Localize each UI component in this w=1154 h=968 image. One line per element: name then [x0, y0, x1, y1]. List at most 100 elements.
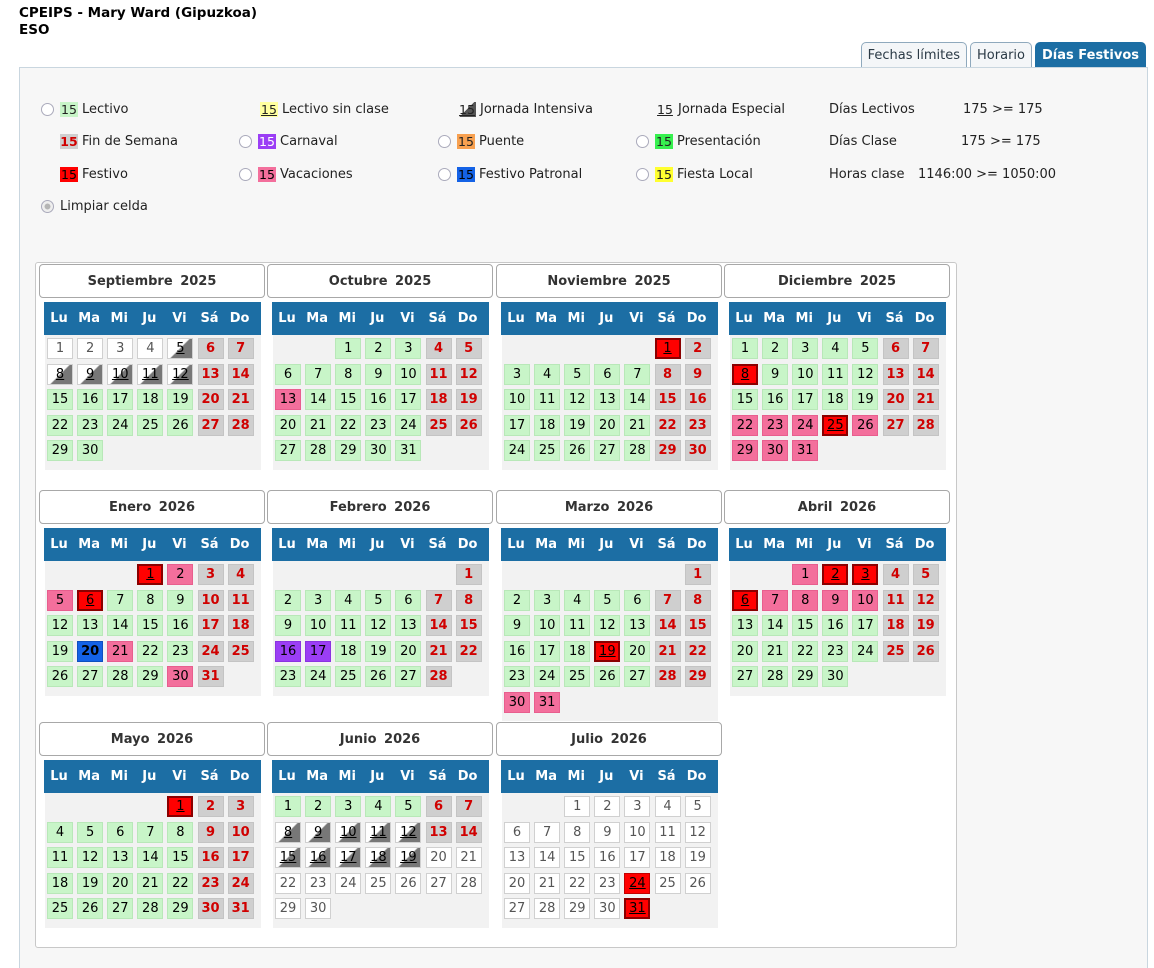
day-cell[interactable]: 13: [594, 389, 621, 410]
day-cell[interactable]: 18: [534, 414, 561, 436]
day-cell[interactable]: 13: [395, 615, 422, 636]
day-cell[interactable]: 9: [77, 363, 104, 385]
day-cell[interactable]: 28: [305, 440, 332, 461]
day-cell[interactable]: 13: [732, 615, 759, 636]
day-cell[interactable]: 18: [335, 640, 362, 662]
day-cell[interactable]: 1: [335, 338, 362, 359]
legend-fin-de-semana[interactable]: 15 Fin de Semana: [60, 134, 178, 149]
day-cell[interactable]: 7: [624, 363, 651, 385]
day-cell[interactable]: 27: [504, 898, 531, 919]
day-cell[interactable]: 29: [792, 666, 819, 687]
day-cell[interactable]: 15: [275, 847, 302, 868]
day-cell[interactable]: 14: [227, 363, 254, 385]
day-cell[interactable]: 22: [732, 414, 759, 436]
day-cell[interactable]: 5: [77, 821, 104, 843]
day-cell[interactable]: 10: [197, 589, 224, 611]
day-cell[interactable]: 17: [197, 615, 224, 636]
day-cell[interactable]: 25: [365, 872, 392, 894]
day-cell[interactable]: 11: [365, 821, 392, 843]
day-cell[interactable]: 13: [77, 615, 104, 636]
day-cell[interactable]: 24: [504, 440, 531, 461]
day-cell[interactable]: 26: [912, 640, 939, 662]
day-cell[interactable]: 15: [732, 389, 759, 410]
legend-fiesta-local[interactable]: 15 Fiesta Local: [636, 167, 753, 182]
day-cell[interactable]: 22: [564, 872, 591, 894]
day-cell[interactable]: 8: [564, 821, 591, 843]
day-cell[interactable]: 7: [305, 363, 332, 385]
day-cell[interactable]: 19: [47, 640, 74, 662]
day-cell[interactable]: 14: [624, 389, 651, 410]
day-cell[interactable]: 25: [882, 640, 909, 662]
day-cell[interactable]: 17: [624, 847, 651, 868]
radio-icon[interactable]: [41, 103, 54, 116]
legend-festivo[interactable]: 15 Festivo: [60, 167, 128, 182]
day-cell[interactable]: 19: [852, 389, 879, 410]
day-cell[interactable]: 7: [227, 338, 254, 359]
day-cell[interactable]: 17: [504, 414, 531, 436]
day-cell[interactable]: 4: [654, 796, 681, 817]
day-cell[interactable]: 1: [167, 796, 194, 817]
day-cell[interactable]: 23: [365, 414, 392, 436]
day-cell[interactable]: 16: [504, 640, 531, 662]
day-cell[interactable]: 31: [227, 898, 254, 919]
day-cell[interactable]: 11: [137, 363, 164, 385]
day-cell[interactable]: 12: [684, 821, 711, 843]
day-cell[interactable]: 18: [365, 847, 392, 868]
day-cell[interactable]: 12: [395, 821, 422, 843]
day-cell[interactable]: 28: [107, 666, 134, 687]
day-cell[interactable]: 13: [425, 821, 452, 843]
day-cell[interactable]: 26: [77, 898, 104, 919]
day-cell[interactable]: 21: [425, 640, 452, 662]
day-cell[interactable]: 11: [882, 589, 909, 611]
day-cell[interactable]: 29: [137, 666, 164, 687]
day-cell[interactable]: 27: [882, 414, 909, 436]
day-cell[interactable]: 27: [275, 440, 302, 461]
day-cell[interactable]: 17: [107, 389, 134, 410]
day-cell[interactable]: 14: [534, 847, 561, 868]
legend-jornada-intensiva[interactable]: 15 Jornada Intensiva: [458, 102, 593, 117]
day-cell[interactable]: 30: [365, 440, 392, 461]
day-cell[interactable]: 20: [275, 414, 302, 436]
day-cell[interactable]: 14: [137, 847, 164, 868]
day-cell[interactable]: 1: [792, 564, 819, 585]
day-cell[interactable]: 6: [594, 363, 621, 385]
day-cell[interactable]: 3: [305, 589, 332, 611]
day-cell[interactable]: 25: [47, 898, 74, 919]
day-cell[interactable]: 21: [227, 389, 254, 410]
day-cell[interactable]: 2: [684, 338, 711, 359]
day-cell[interactable]: 5: [594, 589, 621, 611]
day-cell[interactable]: 29: [167, 898, 194, 919]
day-cell[interactable]: 1: [47, 338, 74, 359]
day-cell[interactable]: 30: [77, 440, 104, 461]
radio-icon[interactable]: [636, 168, 649, 181]
legend-limpiar-celda[interactable]: Limpiar celda: [41, 199, 148, 214]
day-cell[interactable]: 23: [504, 666, 531, 687]
day-cell[interactable]: 29: [47, 440, 74, 461]
day-cell[interactable]: 12: [564, 389, 591, 410]
day-cell[interactable]: 3: [792, 338, 819, 359]
day-cell[interactable]: 6: [395, 589, 422, 611]
legend-lectivo-sin-clase[interactable]: 15 Lectivo sin clase: [260, 102, 389, 117]
day-cell[interactable]: 4: [137, 338, 164, 359]
day-cell[interactable]: 18: [564, 640, 591, 662]
day-cell[interactable]: 16: [305, 847, 332, 868]
day-cell[interactable]: 12: [455, 363, 482, 385]
day-cell[interactable]: 1: [564, 796, 591, 817]
day-cell[interactable]: 15: [684, 615, 711, 636]
day-cell[interactable]: 8: [335, 363, 362, 385]
day-cell[interactable]: 27: [624, 666, 651, 687]
day-cell[interactable]: 17: [335, 847, 362, 868]
day-cell[interactable]: 2: [77, 338, 104, 359]
day-cell[interactable]: 23: [762, 414, 789, 436]
day-cell[interactable]: 6: [275, 363, 302, 385]
day-cell[interactable]: 22: [792, 640, 819, 662]
day-cell[interactable]: 21: [912, 389, 939, 410]
day-cell[interactable]: 26: [167, 414, 194, 436]
day-cell[interactable]: 31: [792, 440, 819, 461]
day-cell[interactable]: 15: [792, 615, 819, 636]
day-cell[interactable]: 16: [594, 847, 621, 868]
day-cell[interactable]: 16: [822, 615, 849, 636]
day-cell[interactable]: 4: [822, 338, 849, 359]
day-cell[interactable]: 14: [455, 821, 482, 843]
day-cell[interactable]: 20: [732, 640, 759, 662]
